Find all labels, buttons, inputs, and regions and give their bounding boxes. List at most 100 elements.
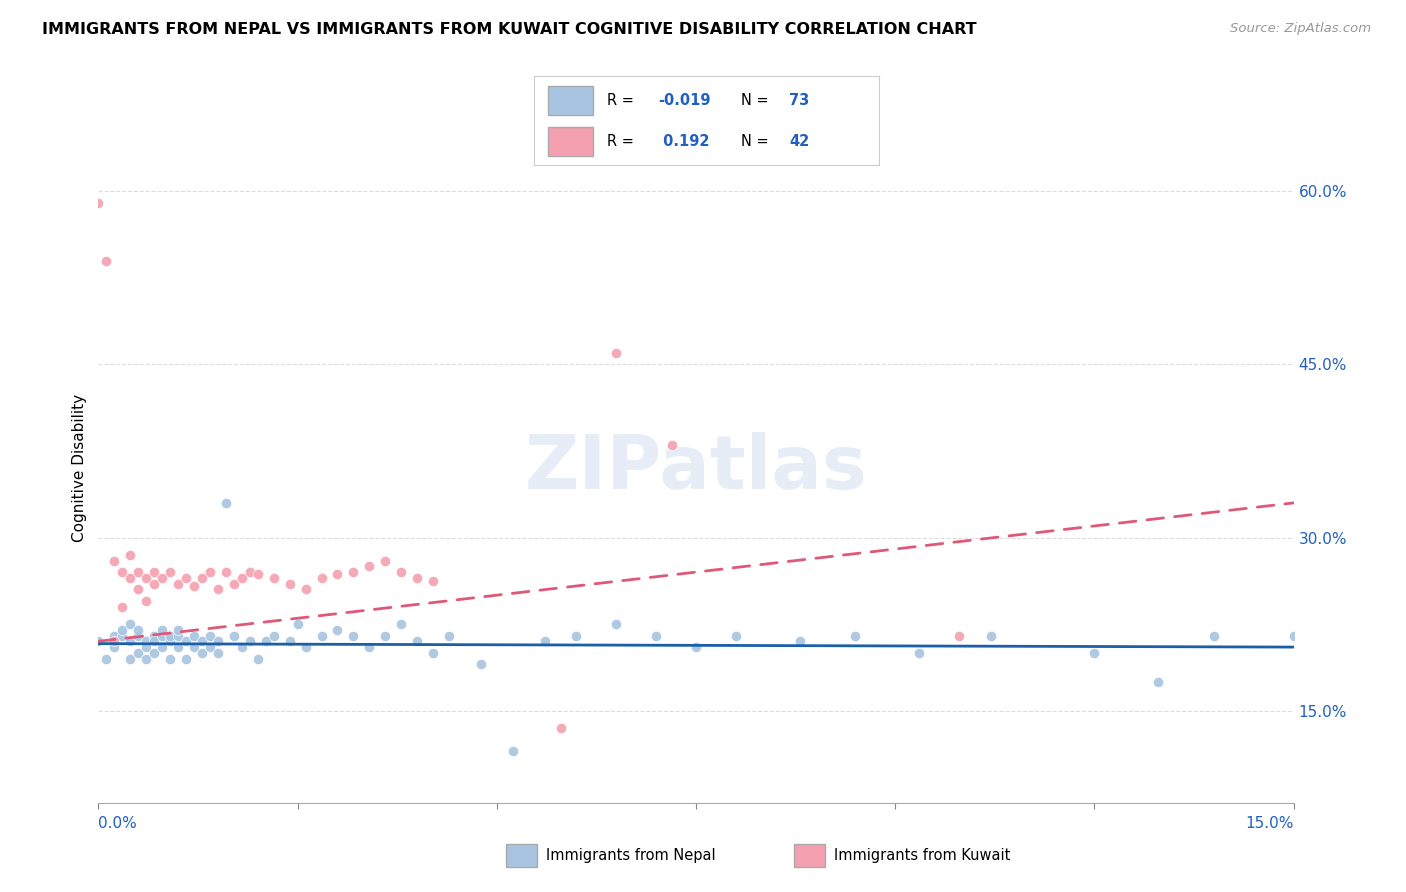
Point (231, 571, 253, 585)
Point (127, 629, 149, 643)
Point (159, 634, 181, 648)
Text: 15.0%: 15.0% (1246, 816, 1294, 831)
Point (135, 571, 157, 585)
Point (294, 640, 316, 654)
Point (174, 634, 197, 648)
Text: N =: N = (741, 94, 773, 108)
Point (278, 576, 301, 591)
Point (406, 571, 429, 585)
Point (143, 565, 166, 579)
Point (278, 634, 301, 648)
Point (159, 629, 181, 643)
Text: IMMIGRANTS FROM NEPAL VS IMMIGRANTS FROM KUWAIT COGNITIVE DISABILITY CORRELATION: IMMIGRANTS FROM NEPAL VS IMMIGRANTS FROM… (42, 22, 977, 37)
Point (645, 629, 668, 643)
Point (143, 629, 166, 643)
Point (502, 744, 524, 758)
Point (120, 651, 142, 665)
Text: R =: R = (606, 135, 638, 149)
Point (359, 559, 381, 574)
Point (111, 565, 134, 579)
Point (174, 571, 197, 585)
Point (1147, 674, 1170, 689)
Point (191, 646, 214, 660)
Point (127, 582, 149, 597)
Point (215, 496, 238, 510)
Point (222, 576, 245, 591)
Point (254, 634, 277, 648)
Point (167, 576, 190, 591)
Text: 73: 73 (789, 94, 810, 108)
Point (103, 640, 125, 654)
Point (120, 617, 142, 632)
Point (326, 567, 349, 582)
Point (183, 579, 205, 593)
Point (207, 646, 229, 660)
Point (150, 640, 173, 654)
Point (844, 629, 866, 643)
Point (96, 651, 118, 665)
Point (246, 651, 269, 665)
Point (1083, 646, 1105, 660)
Point (127, 623, 149, 637)
Text: ZIPatlas: ZIPatlas (524, 432, 868, 505)
Point (533, 634, 555, 648)
Point (150, 623, 173, 637)
Point (183, 629, 205, 643)
Point (127, 565, 149, 579)
Point (374, 553, 396, 567)
Point (311, 571, 333, 585)
Point (1282, 629, 1305, 643)
Point (789, 634, 811, 648)
Point (150, 629, 173, 643)
Point (135, 634, 157, 648)
Point (231, 640, 253, 654)
Point (159, 651, 181, 665)
Point (550, 721, 572, 735)
Point (948, 629, 970, 643)
Point (389, 565, 412, 579)
Point (159, 565, 181, 579)
Point (374, 629, 396, 643)
Point (96, 253, 118, 268)
Text: R =: R = (606, 94, 638, 108)
FancyBboxPatch shape (548, 86, 593, 115)
Point (565, 629, 588, 643)
Point (167, 640, 190, 654)
Text: Immigrants from Nepal: Immigrants from Nepal (546, 848, 716, 863)
Text: 42: 42 (789, 135, 810, 149)
Point (239, 565, 262, 579)
Point (120, 548, 142, 562)
Point (198, 640, 221, 654)
Point (191, 571, 214, 585)
Point (294, 582, 316, 597)
Point (342, 565, 364, 579)
Point (311, 629, 333, 643)
Point (191, 634, 214, 648)
Point (246, 567, 269, 582)
Point (406, 634, 429, 648)
Point (980, 629, 1002, 643)
Point (239, 634, 262, 648)
FancyBboxPatch shape (548, 127, 593, 156)
Point (167, 623, 190, 637)
Point (422, 646, 444, 660)
Point (263, 571, 285, 585)
Text: N =: N = (741, 135, 773, 149)
Point (685, 640, 707, 654)
Point (207, 582, 229, 597)
Point (389, 617, 412, 632)
Text: -0.019: -0.019 (658, 94, 711, 108)
Point (342, 629, 364, 643)
Point (470, 657, 492, 672)
Text: Immigrants from Kuwait: Immigrants from Kuwait (834, 848, 1010, 863)
Point (724, 629, 747, 643)
Point (605, 617, 627, 632)
Point (174, 651, 197, 665)
Point (207, 634, 229, 648)
Point (103, 634, 125, 648)
Point (1346, 756, 1368, 770)
Text: 0.0%: 0.0% (98, 816, 138, 831)
Point (422, 574, 444, 589)
Point (359, 640, 381, 654)
Point (908, 646, 931, 660)
